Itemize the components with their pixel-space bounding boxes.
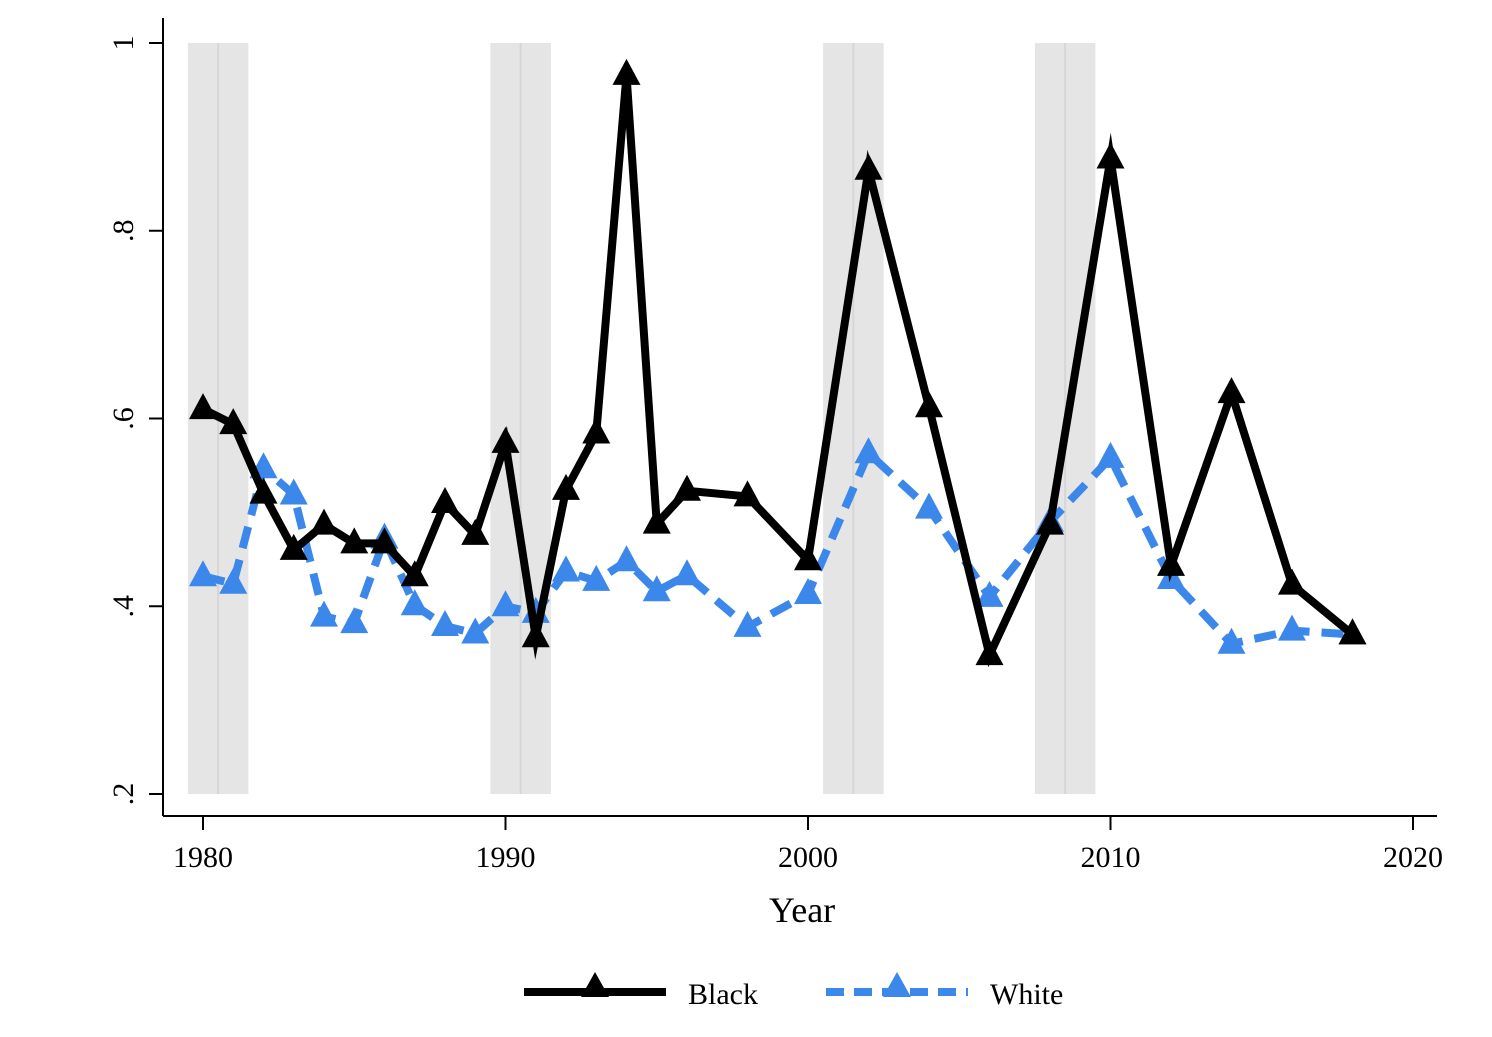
marker-white-2014 — [1217, 627, 1246, 654]
marker-white-1987 — [400, 589, 429, 616]
marker-black-2006 — [975, 639, 1004, 666]
marker-black-1987 — [400, 560, 429, 587]
marker-white-1998 — [733, 610, 762, 637]
marker-black-1981 — [219, 408, 248, 435]
marker-black-1986 — [370, 527, 399, 554]
marker-white-1984 — [310, 600, 338, 627]
marker-black-1982 — [249, 477, 278, 504]
marker-black-1994 — [612, 58, 641, 85]
marker-black-1998 — [733, 480, 762, 507]
series-white — [189, 437, 1367, 654]
marker-white-1983 — [279, 478, 308, 505]
y-tick-label-4: 1 — [107, 36, 140, 51]
x-axis-title: Year — [769, 890, 835, 930]
series-layer — [189, 58, 1367, 668]
legend: Black White — [524, 972, 1063, 1011]
marker-white-1988 — [431, 609, 459, 636]
marker-black-1983 — [279, 533, 308, 560]
marker-black-1996 — [673, 474, 701, 501]
marker-white-1996 — [673, 559, 701, 586]
marker-white-2002 — [854, 437, 883, 464]
marker-white-1994 — [612, 545, 641, 572]
marker-black-2016 — [1278, 568, 1306, 595]
axes — [162, 18, 1437, 817]
legend-label-black: Black — [688, 978, 758, 1011]
y-tick-label-2: .6 — [107, 407, 140, 430]
x-ticks: 1980 1990 2000 2010 2020 — [173, 816, 1443, 874]
marker-white-2000 — [794, 578, 822, 605]
marker-black-1993 — [582, 417, 611, 444]
marker-black-1989 — [461, 518, 490, 545]
x-tick-label-1990: 1990 — [476, 841, 536, 874]
marker-white-1990 — [491, 590, 520, 617]
series-line-black — [201, 74, 1356, 668]
marker-white-2004 — [915, 492, 943, 519]
legend-label-white: White — [990, 978, 1063, 1011]
legend-item-black: Black — [524, 972, 758, 1011]
marker-black-1988 — [431, 486, 459, 513]
y-tick-label-3: .8 — [107, 220, 140, 243]
marker-white-2016 — [1278, 614, 1306, 641]
marker-black-1992 — [552, 473, 580, 500]
x-tick-label-2020: 2020 — [1383, 841, 1443, 874]
marker-white-1995 — [642, 575, 671, 602]
x-tick-label-2010: 2010 — [1081, 841, 1141, 874]
x-tick-label-2000: 2000 — [778, 841, 838, 874]
marker-white-1993 — [582, 564, 611, 591]
marker-white-2010 — [1096, 441, 1125, 468]
marker-white-1992 — [552, 555, 580, 582]
marker-black-1984 — [310, 508, 338, 535]
marker-white-2006 — [975, 580, 1004, 607]
marker-white-1989 — [461, 617, 490, 644]
y-ticks: .2 .4 .6 .8 1 — [107, 36, 163, 806]
marker-black-2014 — [1217, 377, 1246, 404]
legend-item-white: White — [826, 972, 1063, 1011]
marker-black-2000 — [794, 544, 822, 571]
y-tick-label-0: .2 — [107, 783, 140, 806]
marker-white-1980 — [189, 560, 217, 587]
series-black — [189, 58, 1367, 668]
y-tick-label-1: .4 — [107, 595, 140, 618]
marker-white-1985 — [340, 607, 369, 634]
marker-black-1985 — [340, 527, 369, 554]
marker-white-1981 — [219, 567, 248, 594]
marker-black-1980 — [189, 393, 217, 420]
legend-marker-black — [581, 972, 609, 997]
marker-black-2002 — [854, 153, 883, 180]
legend-marker-white — [883, 972, 911, 997]
marker-black-2008 — [1036, 508, 1064, 535]
marker-black-2010 — [1096, 142, 1125, 169]
marker-black-2018 — [1338, 618, 1367, 645]
marker-black-2012 — [1157, 549, 1185, 576]
marker-black-1995 — [642, 507, 671, 534]
series-line-white — [202, 446, 1353, 649]
shaded-periods — [187, 43, 1096, 794]
marker-black-1990 — [491, 426, 520, 453]
marker-black-1991 — [521, 621, 550, 648]
marker-black-2004 — [915, 391, 943, 418]
x-tick-label-1980: 1980 — [173, 841, 233, 874]
